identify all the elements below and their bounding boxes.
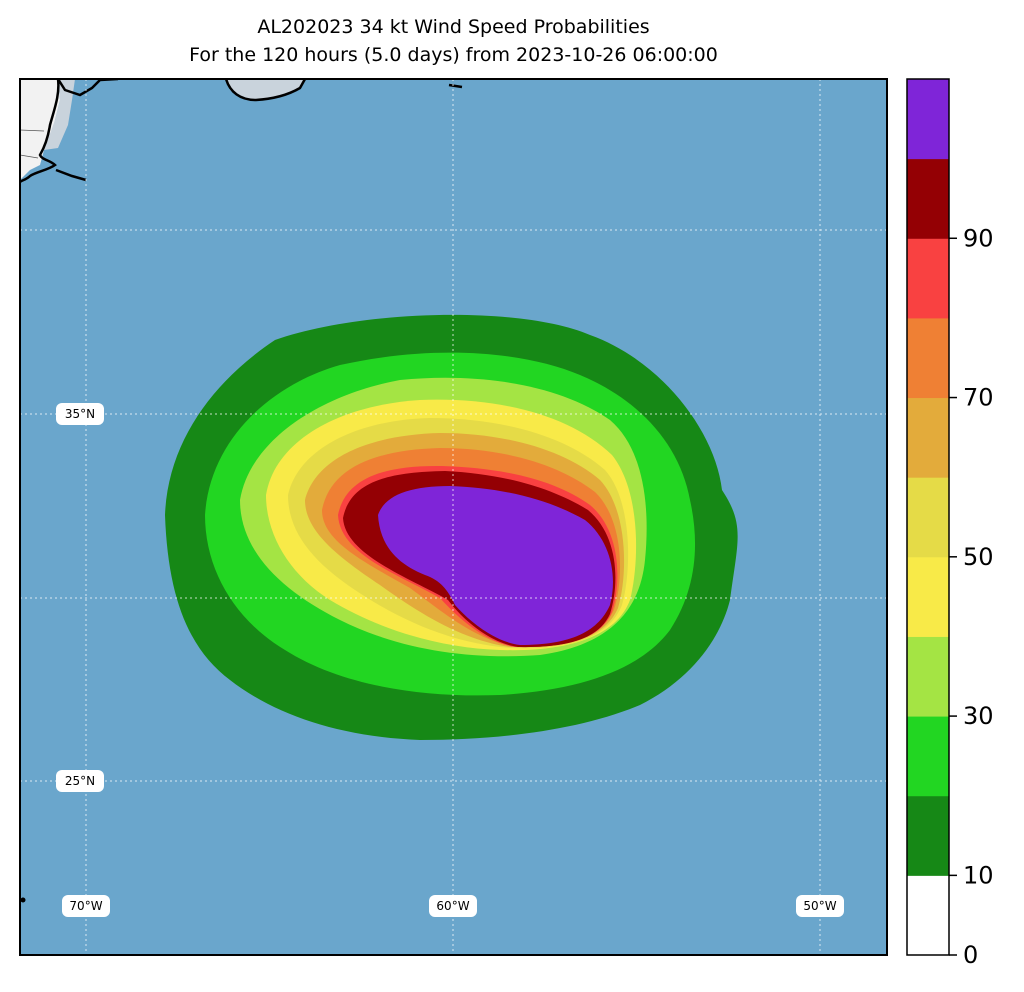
colorbar-frame: [906, 78, 950, 956]
colorbar-tick-label-0: 0: [963, 941, 978, 969]
graticule-labels: 35°N 25°N 70°W 60°W 50°W: [56, 403, 844, 917]
coastline: [448, 83, 463, 89]
colorbar-tick-label-10: 10: [963, 861, 994, 889]
lat-label-25: 25°N: [56, 770, 104, 792]
svg-text:50°W: 50°W: [803, 899, 836, 913]
colorbar-bin-50-60: [907, 477, 949, 558]
land: [20, 79, 463, 903]
land-new-england: [20, 79, 60, 180]
chart-subtitle: For the 120 hours (5.0 days) from 2023-1…: [189, 44, 718, 66]
coastline: [224, 79, 307, 102]
colorbar-tick-label-70: 70: [963, 384, 994, 412]
coastline: [55, 168, 87, 182]
colorbar-bin-95-100: [907, 79, 949, 160]
chart-title: AL202023 34 kt Wind Speed Probabilities: [257, 16, 650, 38]
lon-label-50w: 50°W: [796, 895, 844, 917]
colorbar-bin-70-80: [907, 317, 949, 399]
colorbar-bin-40-50: [907, 556, 949, 637]
gridlines: [20, 79, 887, 955]
colorbar-bin-0-10: [907, 875, 949, 956]
svg-text:60°W: 60°W: [436, 899, 469, 913]
contour-95: [378, 486, 613, 645]
state-border: [20, 129, 45, 132]
svg-text:35°N: 35°N: [65, 407, 95, 421]
lon-label-70w: 70°W: [62, 895, 110, 917]
probability-contours: [165, 314, 738, 740]
colorbar-bin-60-70: [907, 397, 949, 478]
colorbar-bin-80-90: [907, 238, 949, 319]
coastline: [20, 79, 60, 183]
lon-label-60w: 60°W: [429, 895, 477, 917]
island: [20, 897, 26, 903]
svg-text:70°W: 70°W: [69, 899, 102, 913]
state-border: [20, 154, 39, 159]
colorbar-bin-90-95: [907, 158, 949, 239]
colorbar-ticks: 0 10 30 50 70 90: [949, 224, 994, 969]
colorbar-bin-30-40: [907, 636, 949, 717]
colorbar-bin-10-20: [907, 795, 949, 876]
colorbar-bin-20-30: [907, 716, 949, 797]
svg-text:25°N: 25°N: [65, 774, 95, 788]
lat-label-35: 35°N: [56, 403, 104, 425]
land-shading: [44, 79, 75, 150]
colorbar-tick-label-30: 30: [963, 702, 994, 730]
colorbar-tick-label-90: 90: [963, 224, 994, 252]
map-frame: [19, 78, 888, 956]
colorbar-tick-label-50: 50: [963, 543, 994, 571]
colorbar-bins: [907, 79, 949, 956]
